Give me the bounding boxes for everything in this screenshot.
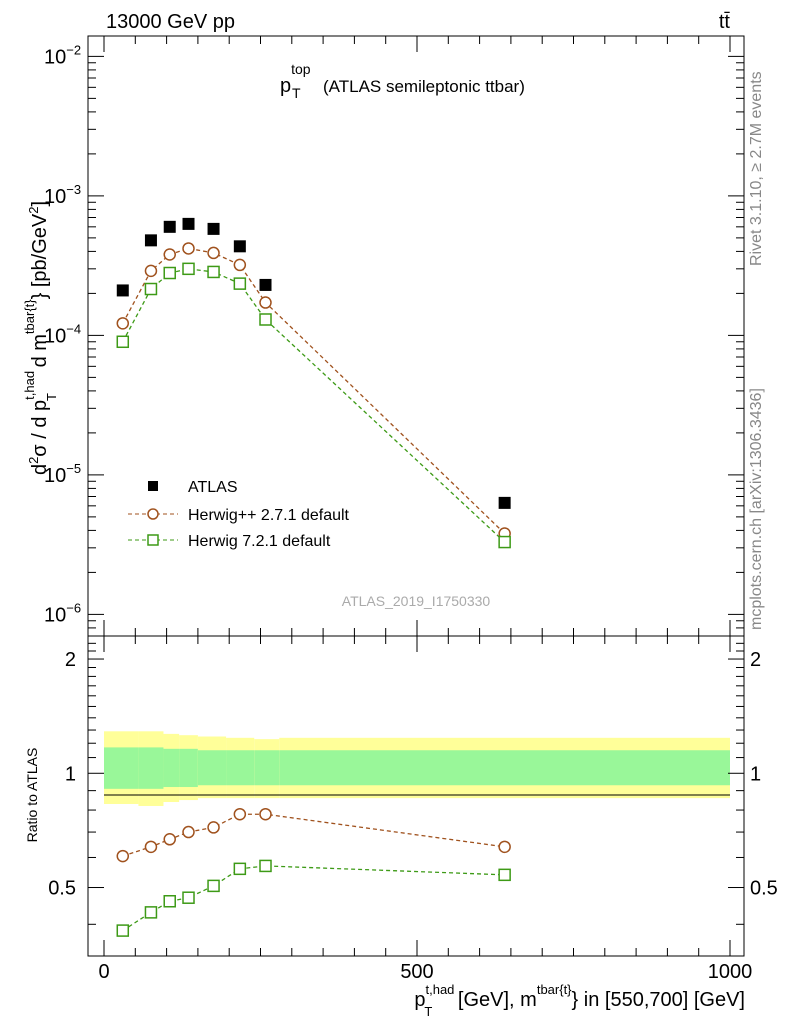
ratio-frame xyxy=(87,635,745,957)
plot-title-rest: (ATLAS semileptonic ttbar) xyxy=(323,77,525,96)
uncertainty-bands xyxy=(104,731,730,806)
herwig7-point xyxy=(182,262,195,276)
ratio-herwig7-point xyxy=(498,868,511,882)
legend-marker-atlas xyxy=(148,481,158,491)
ratio-y-tick-label-right: 1 xyxy=(750,763,761,785)
process-label: tt̄ xyxy=(719,11,731,33)
herwig7-point xyxy=(259,313,272,326)
green-band xyxy=(104,747,139,789)
herwigpp-point xyxy=(207,246,220,260)
ratio-herwigpp-point xyxy=(116,849,130,863)
ratio-herwig7-point xyxy=(233,862,247,876)
ratio-herwigpp-point xyxy=(182,825,195,839)
legend-label-herwig7: Herwig 7.2.1 default xyxy=(188,533,331,550)
ratio-x-tick-label: 500 xyxy=(400,961,433,983)
ratio-line-0 xyxy=(122,813,505,857)
legend-label-atlas: ATLAS xyxy=(188,479,238,496)
atlas-data-point xyxy=(498,496,511,509)
y-axis-label: d2σ / d pt,had T d mtbar{t}} [pb/GeV2] xyxy=(22,201,59,475)
herwig7-point xyxy=(116,335,130,349)
herwigpp-point xyxy=(259,296,272,309)
ratio-y-tick-label-left: 0.5 xyxy=(48,878,76,900)
main-y-tick-label: 10−3 xyxy=(44,182,81,208)
atlas-data-point xyxy=(182,217,195,230)
herwigpp-point xyxy=(144,264,158,278)
ratio-herwig7-point xyxy=(259,859,272,873)
atlas-data-point xyxy=(259,278,272,291)
green-band xyxy=(138,747,164,789)
atlas-data-point xyxy=(233,240,246,253)
atlas-data-point xyxy=(207,222,220,235)
x-axis-label: pt,had T [GeV], mtbar{t}} in [550,700] [G… xyxy=(414,982,745,1019)
atlas-data-point xyxy=(144,234,157,247)
green-band xyxy=(163,748,180,788)
rivet-version-label: Rivet 3.1.10, ≥ 2.7M events xyxy=(748,71,765,266)
ratio-herwigpp-point xyxy=(233,807,247,821)
herwig7-point xyxy=(233,277,247,290)
ratio-y-tick-label-right: 2 xyxy=(750,649,761,671)
ratio-herwig7-point xyxy=(163,895,176,908)
plot-title-main: p xyxy=(280,75,291,97)
main-y-tick-label: 10−4 xyxy=(44,321,81,347)
ratio-herwig7-point xyxy=(182,891,195,904)
main-frame xyxy=(87,35,745,637)
legend-marker-herwig7 xyxy=(147,534,159,546)
legend-label-herwigpp: Herwig++ 2.7.1 default xyxy=(188,507,350,524)
main-y-tick-label: 10−2 xyxy=(44,42,81,68)
ratio-herwigpp-point xyxy=(207,821,220,834)
herwigpp-point xyxy=(116,317,130,330)
green-band xyxy=(226,750,255,786)
ratio-x-tick-label: 1000 xyxy=(708,961,753,983)
herwig7-point xyxy=(163,266,176,280)
herwigpp-point xyxy=(182,242,195,255)
ratio-herwigpp-point xyxy=(259,807,272,821)
ratio-y-tick-label-left: 1 xyxy=(65,763,76,785)
plot-title: ptop T (ATLAS semileptonic ttbar) xyxy=(280,61,525,101)
main-series-layer xyxy=(116,217,511,549)
green-band xyxy=(254,750,280,786)
ratio-herwig7-point xyxy=(144,906,158,919)
ratio-herwigpp-point xyxy=(144,840,158,854)
green-band xyxy=(279,750,730,786)
legend: ATLAS Herwig++ 2.7.1 default Herwig 7.2.… xyxy=(128,479,350,550)
watermark: ATLAS_2019_I1750330 xyxy=(342,593,491,609)
main-y-tick-label: 10−5 xyxy=(44,461,81,487)
ratio-herwig7-point xyxy=(116,924,130,937)
main-panel: 10−6 10−5 10−4 10−3 10−2 ptop T (ATLAS semilep… xyxy=(22,35,745,637)
plot-title-sub: T xyxy=(292,85,301,101)
energy-label: 13000 GeV pp xyxy=(106,11,235,33)
ratio-x-tick-label: 0 xyxy=(98,961,109,983)
ratio-line-1 xyxy=(122,865,505,932)
ratio-herwigpp-point xyxy=(163,833,176,846)
ratio-y-label: Ratio to ATLAS xyxy=(24,748,40,843)
ratio-axis-ticks: 0.5 0.5 1 1 2 2 0 500 1000 xyxy=(48,636,778,983)
series-line-2 xyxy=(122,268,506,543)
herwig7-point xyxy=(498,535,511,549)
main-axis-ticks: 10−6 10−5 10−4 10−3 10−2 xyxy=(44,36,744,637)
herwigpp-point xyxy=(163,248,176,261)
herwigpp-point xyxy=(233,258,247,272)
ratio-y-tick-label-left: 2 xyxy=(65,649,76,671)
ratio-series-layer xyxy=(116,807,511,937)
series-line-1 xyxy=(122,247,506,534)
atlas-data-point xyxy=(116,284,129,297)
mcplots-label: mcplots.cern.ch [arXiv:1306.3436] xyxy=(748,388,765,630)
green-band xyxy=(179,748,198,788)
herwig7-point xyxy=(144,282,158,296)
ratio-panel: 0.5 0.5 1 1 2 2 0 500 1000 Ratio to ATLAS pt,had… xyxy=(24,635,778,1019)
legend-marker-herwigpp xyxy=(147,508,159,520)
plot-title-sup: top xyxy=(291,61,311,77)
main-y-tick-label: 10−6 xyxy=(44,600,81,626)
atlas-data-point xyxy=(163,220,176,233)
herwig7-point xyxy=(207,265,220,279)
green-band xyxy=(197,750,227,786)
ratio-herwigpp-point xyxy=(498,840,511,854)
ratio-herwig7-point xyxy=(207,879,220,893)
ratio-y-tick-label-right: 0.5 xyxy=(750,878,778,900)
